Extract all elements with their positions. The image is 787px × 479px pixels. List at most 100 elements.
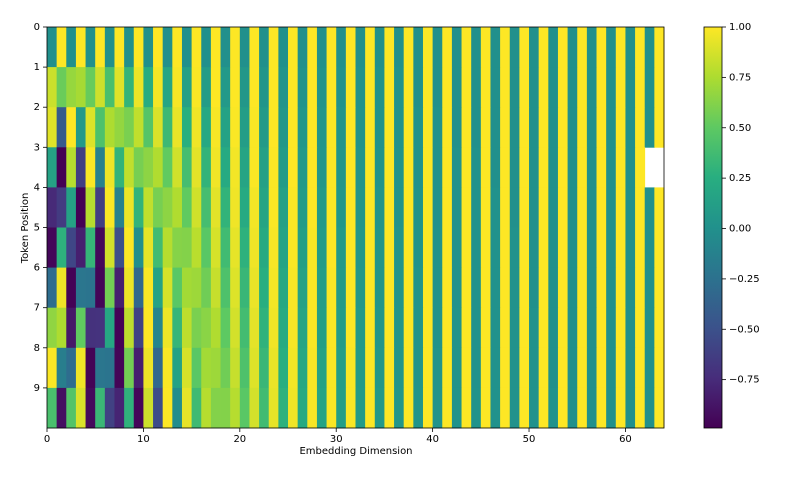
heatmap-cell	[104, 27, 115, 68]
heatmap-cell	[529, 187, 540, 228]
heatmap-cell	[586, 187, 597, 228]
heatmap-cell	[326, 347, 337, 389]
heatmap-cell	[596, 387, 607, 429]
heatmap-cell	[509, 147, 520, 188]
heatmap-cell	[278, 227, 289, 268]
heatmap-cell	[480, 387, 491, 429]
heatmap-cell	[56, 187, 67, 228]
heatmap-cell	[259, 387, 270, 429]
heatmap-cell	[625, 267, 636, 309]
heatmap-cell	[259, 347, 270, 389]
heatmap-cell	[336, 307, 347, 349]
heatmap-cell	[172, 307, 183, 349]
colorbar-tick-label: 0.50	[729, 123, 751, 134]
heatmap-cell	[143, 107, 154, 148]
heatmap-cell	[625, 187, 636, 228]
heatmap-cell	[355, 187, 366, 228]
heatmap-cell	[66, 187, 77, 228]
heatmap-cell	[509, 387, 520, 429]
heatmap-cell	[490, 307, 501, 349]
heatmap-cell	[432, 307, 443, 349]
heatmap-cell	[413, 187, 424, 228]
colorbar-tick-label: −0.75	[729, 375, 760, 386]
heatmap-cell	[278, 187, 289, 228]
heatmap-cell	[413, 267, 424, 309]
heatmap-cell	[95, 187, 106, 228]
heatmap-cell	[615, 227, 626, 268]
x-tick-label: 60	[619, 434, 632, 445]
heatmap-cell	[239, 387, 250, 429]
heatmap-cell	[307, 387, 318, 429]
heatmap-cell	[422, 187, 434, 228]
heatmap-cell	[124, 67, 135, 108]
heatmap-cell	[345, 67, 356, 108]
heatmap-cell	[413, 147, 424, 188]
heatmap-cell	[355, 147, 366, 188]
heatmap-cell	[191, 67, 202, 108]
heatmap-cell	[567, 387, 578, 429]
heatmap-cell	[162, 267, 173, 309]
heatmap-cell	[365, 187, 376, 228]
heatmap-cell	[490, 67, 501, 108]
heatmap-cell	[442, 107, 453, 148]
heatmap-cell	[654, 267, 665, 309]
heatmap-cell	[644, 67, 655, 108]
heatmap-cell	[95, 27, 106, 68]
heatmap-cell	[162, 107, 173, 148]
heatmap-cell	[480, 267, 491, 309]
heatmap-cell	[384, 107, 395, 148]
heatmap-cell	[345, 227, 356, 268]
heatmap-cell	[577, 67, 588, 108]
heatmap-cell	[529, 27, 540, 68]
heatmap-cell	[143, 387, 154, 429]
y-tick-label: 6	[34, 263, 40, 274]
heatmap-cell	[143, 267, 154, 309]
heatmap-cell	[596, 27, 607, 68]
heatmap-cell	[114, 67, 125, 108]
heatmap-cell	[326, 267, 337, 309]
heatmap-cell	[461, 187, 472, 228]
heatmap-cell	[557, 307, 568, 349]
heatmap-cell	[201, 387, 212, 429]
heatmap-cell	[288, 267, 299, 309]
heatmap-cell	[557, 107, 568, 148]
heatmap-cell	[75, 27, 86, 68]
heatmap-cell	[615, 147, 626, 188]
heatmap-cell	[181, 187, 193, 228]
heatmap-cell	[625, 147, 636, 188]
heatmap-cell	[403, 387, 414, 429]
heatmap-cell	[56, 27, 67, 68]
heatmap-cell	[635, 187, 646, 228]
heatmap-cell	[422, 347, 434, 389]
heatmap-cell	[316, 107, 327, 148]
heatmap-cell	[442, 387, 453, 429]
heatmap-cell	[336, 107, 347, 148]
heatmap-cell	[577, 307, 588, 349]
y-tick-label: 7	[34, 303, 40, 314]
heatmap-cell	[95, 387, 106, 429]
heatmap-cell	[480, 227, 491, 268]
heatmap-cell	[75, 187, 86, 228]
heatmap-cell	[326, 67, 337, 108]
heatmap-cell	[47, 67, 58, 108]
heatmap-cell	[500, 107, 511, 148]
heatmap-cell	[538, 147, 549, 188]
heatmap-cell	[47, 147, 58, 188]
heatmap-cell	[153, 187, 164, 228]
heatmap-cell	[307, 67, 318, 108]
heatmap-cell	[471, 187, 482, 228]
heatmap-cell	[66, 267, 77, 309]
heatmap-cell	[316, 267, 327, 309]
heatmap-cell	[500, 267, 511, 309]
heatmap-cell	[288, 67, 299, 108]
heatmap-cell	[47, 107, 58, 148]
heatmap-cell	[56, 267, 67, 309]
heatmap-cell	[47, 347, 58, 389]
heatmap-cell	[278, 267, 289, 309]
heatmap-cell	[326, 307, 337, 349]
heatmap-cell	[451, 307, 462, 349]
heatmap-cell	[374, 267, 385, 309]
heatmap-cell	[162, 227, 173, 268]
heatmap-cell	[85, 347, 96, 389]
